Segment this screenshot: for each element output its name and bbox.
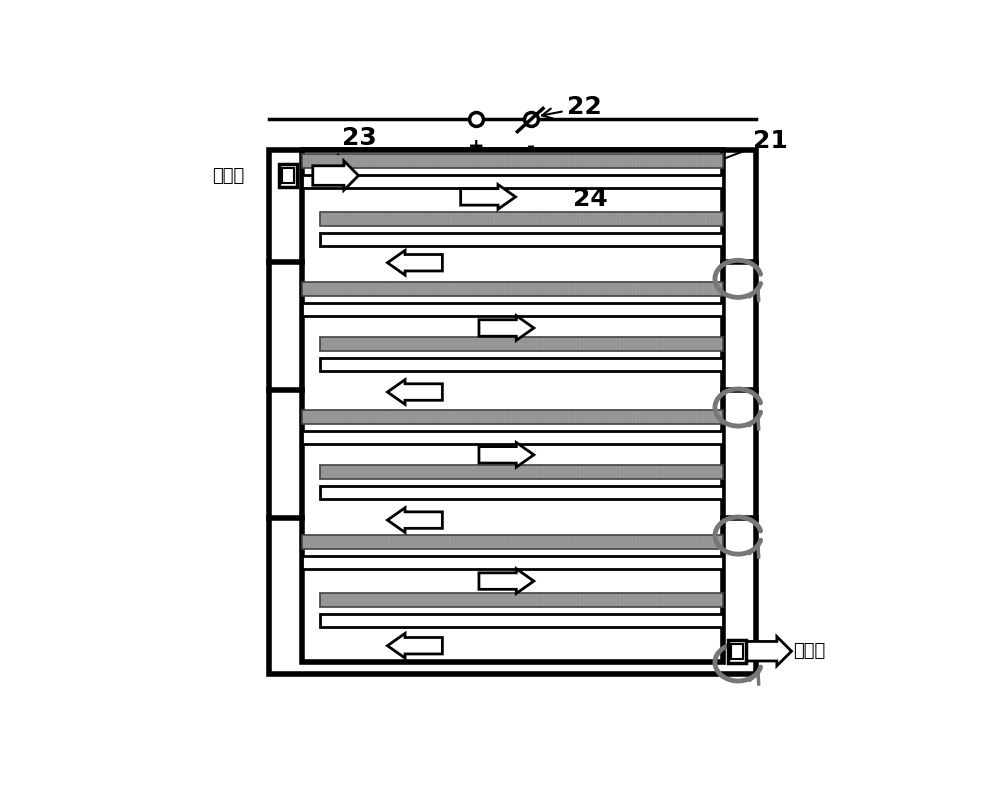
Bar [302,154,723,168]
Bar [320,358,723,371]
Bar [302,556,723,569]
Text: 进水口: 进水口 [212,166,244,185]
Bar [322,234,721,245]
Polygon shape [387,508,442,532]
Bar [302,410,723,424]
Bar [304,558,721,569]
Polygon shape [387,250,442,275]
Bar [302,282,723,295]
Bar [322,615,721,626]
Text: 出水口: 出水口 [793,642,825,661]
Bar [304,176,721,187]
Text: 22: 22 [542,95,602,120]
Bar [302,556,723,569]
Bar [302,535,723,549]
Bar [302,535,723,549]
Bar [304,304,721,315]
Bar [302,150,723,662]
Text: 21: 21 [725,129,788,158]
Bar [279,164,297,187]
Text: -: - [527,136,535,155]
Polygon shape [479,569,534,593]
Polygon shape [479,443,534,467]
Text: 24: 24 [573,187,608,211]
Polygon shape [387,634,442,658]
Bar [320,358,723,371]
Bar [320,593,723,607]
Polygon shape [746,637,792,666]
Bar [320,486,723,500]
Bar [320,212,723,226]
Bar [302,431,723,444]
Bar [320,233,723,246]
Polygon shape [387,379,442,405]
Bar [322,359,721,370]
Bar [322,487,721,498]
Bar [282,168,294,183]
Bar [302,303,723,317]
Polygon shape [313,161,359,190]
FancyBboxPatch shape [269,150,756,675]
Bar [320,486,723,500]
Bar [302,410,723,424]
Text: 23: 23 [338,126,376,154]
Bar [302,431,723,444]
Bar [320,233,723,246]
Text: +: + [468,136,484,155]
Bar [302,175,723,188]
Bar [320,465,723,478]
Bar [302,303,723,317]
Bar [320,614,723,627]
Bar [728,640,746,663]
Bar [302,154,723,168]
Polygon shape [461,185,516,209]
Polygon shape [479,316,534,341]
Bar [320,465,723,478]
Bar [320,337,723,351]
Bar [320,593,723,607]
Bar [302,175,723,188]
Bar [320,212,723,226]
Bar [731,644,743,658]
Bar [302,282,723,295]
Bar [320,614,723,627]
Bar [320,337,723,351]
Bar [304,432,721,444]
